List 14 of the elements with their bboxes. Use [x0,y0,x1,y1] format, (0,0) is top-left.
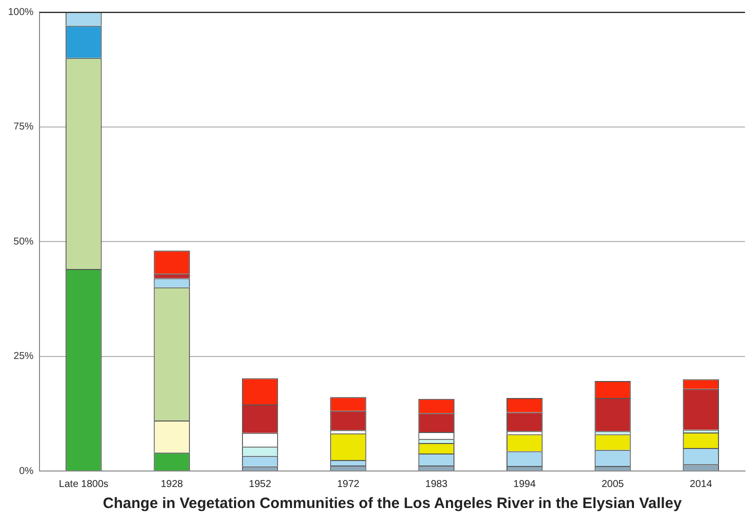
x-tick-label: 2005 [602,478,624,490]
x-tick-label: 1928 [160,478,184,490]
y-tick-label: 25% [14,351,34,362]
x-tick-label: 2014 [690,478,712,490]
y-tick-label: 0% [19,466,34,477]
x-tick-label: Late 1800s [58,478,108,490]
x-tick-label: 1994 [513,478,536,490]
x-tick-label: 1952 [248,478,272,490]
x-tick-label: 1972 [337,478,360,490]
y-tick-label: 50% [14,236,34,248]
x-tick-label: 1983 [425,478,448,490]
y-tick-label: 100% [8,6,34,18]
x-axis-title: Change in Vegetation Communities of the Los Angeles River in the Elysian Valley [102,495,682,512]
y-tick-label: 75% [14,122,34,132]
